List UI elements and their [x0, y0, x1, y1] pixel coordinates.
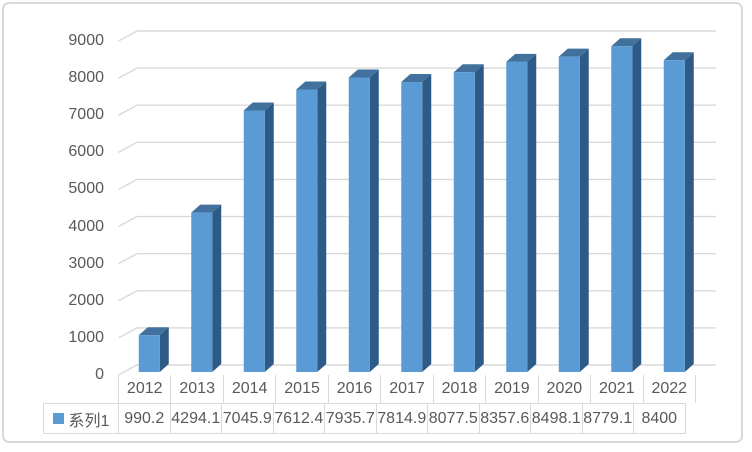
- table-value-cell: 4294.1: [169, 403, 222, 434]
- bar-2014[interactable]: [243, 102, 274, 372]
- bar-2019[interactable]: [506, 53, 537, 372]
- x-axis-label: 2015: [275, 375, 327, 403]
- bar-2018[interactable]: [453, 64, 484, 373]
- table-value-cell: 990.2: [118, 403, 171, 434]
- y-axis-label: 5000: [68, 180, 104, 198]
- y-axis-label: 3000: [68, 254, 104, 272]
- x-axis-label: 2017: [380, 375, 432, 403]
- legend-swatch-icon: [52, 413, 64, 424]
- bar-2012[interactable]: [138, 327, 169, 372]
- y-axis-label: 2000: [68, 291, 104, 309]
- x-axis-label: 2020: [537, 375, 590, 403]
- legend-label: 系列1: [68, 412, 110, 430]
- table-value-cell: 8498.1: [530, 403, 583, 434]
- y-axis-label: 6000: [68, 143, 104, 161]
- x-axis-label: 2022: [642, 375, 696, 403]
- table-value-cell: 7045.9: [221, 403, 274, 434]
- table-value-cell: 8779.1: [581, 403, 634, 434]
- gridline-9000: [118, 30, 716, 42]
- table-value-cell: 8400: [633, 403, 686, 434]
- y-axis-label: 0: [95, 366, 104, 383]
- table-value-cell: 8077.5: [427, 403, 480, 434]
- bar-2016[interactable]: [348, 69, 379, 373]
- bar-2020[interactable]: [558, 48, 589, 372]
- y-axis-label: 9000: [68, 32, 104, 49]
- table-value-cell: 8357.6: [478, 403, 531, 434]
- table-value-cell: 7612.4: [272, 403, 325, 434]
- bar-2021[interactable]: [611, 38, 642, 372]
- data-table-row: 系列1 990.2 4294.1 7045.9 7612.4 7935.7 7814.9 8…: [43, 403, 686, 434]
- y-axis-label: 1000: [68, 328, 104, 346]
- x-axis-label: 2019: [485, 375, 537, 403]
- table-value-cell: 7814.9: [375, 403, 428, 434]
- y-axis-label: 4000: [68, 217, 104, 235]
- x-axis-label: 2021: [590, 375, 642, 403]
- bar-2013[interactable]: [191, 204, 222, 372]
- y-axis-label: 8000: [68, 69, 104, 87]
- legend-cell[interactable]: 系列1: [43, 403, 119, 434]
- x-axis-label: 2013: [170, 375, 222, 403]
- x-axis-label: 2016: [327, 375, 380, 403]
- bar-2015[interactable]: [296, 81, 327, 373]
- bar-2022[interactable]: [663, 52, 694, 373]
- x-axis-label: 2012: [118, 375, 170, 403]
- x-axis-label: 2014: [222, 375, 275, 403]
- x-axis-label: 2018: [432, 375, 485, 403]
- y-axis-label: 7000: [68, 106, 104, 124]
- bar-2017[interactable]: [401, 73, 432, 372]
- table-value-cell: 7935.7: [324, 403, 377, 434]
- x-axis-category-row: 2012 2013 2014 2015 2016 2017 2018 2019 2020 2021…: [118, 375, 696, 403]
